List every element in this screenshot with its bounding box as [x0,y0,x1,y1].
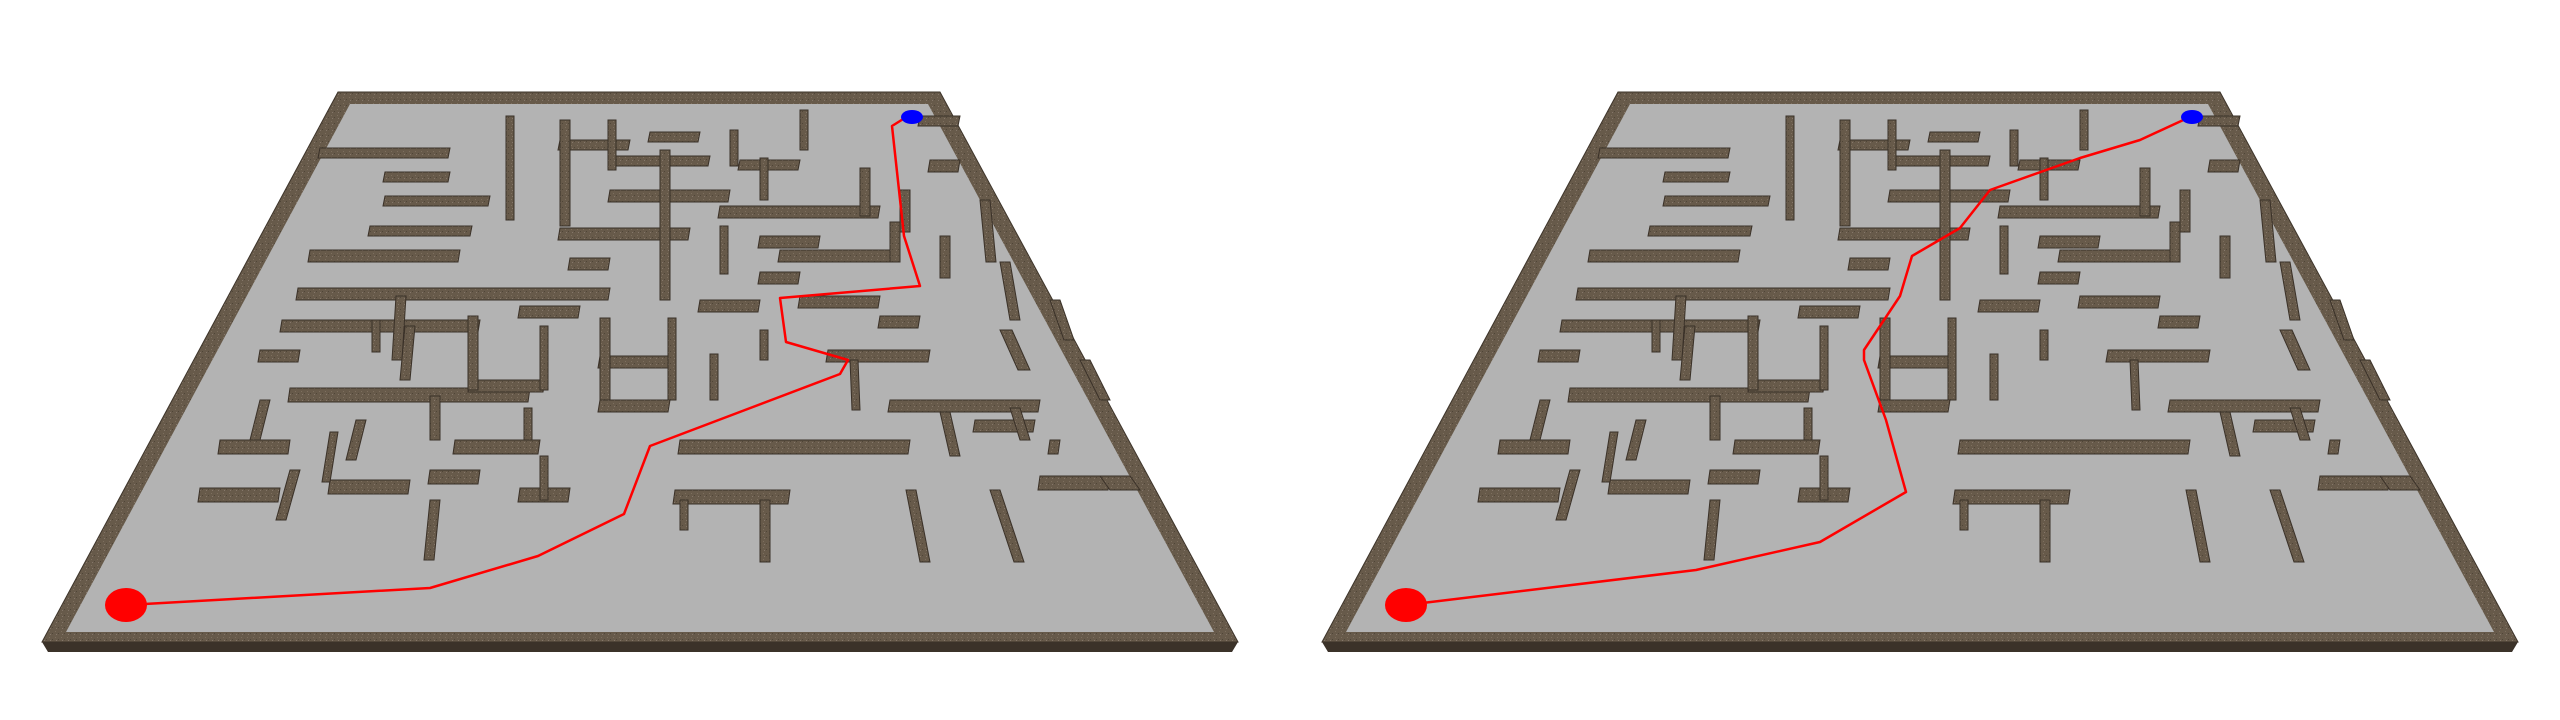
maze-panel-left [41,91,1239,653]
maze-floor-right [1321,91,2519,653]
start-marker-right [1385,588,1427,622]
goal-marker-left [901,110,923,124]
maze-panel-right [1321,91,2519,653]
start-marker-left [105,588,147,622]
maze-floor-left [41,91,1239,653]
goal-marker-right [2181,110,2203,124]
